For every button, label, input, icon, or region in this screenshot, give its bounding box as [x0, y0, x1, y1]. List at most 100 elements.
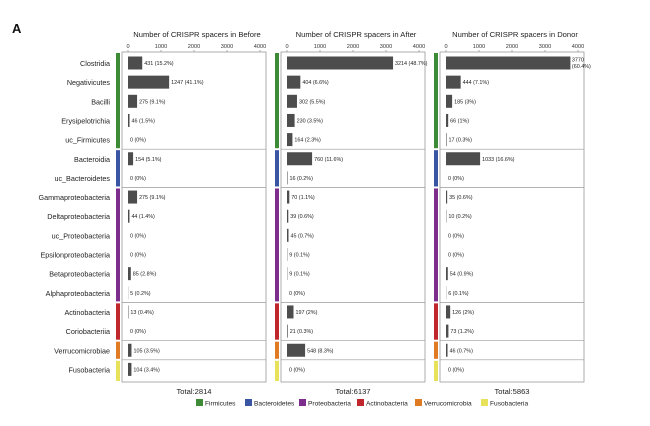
data-label: 16 (0.2%) — [290, 176, 314, 182]
phylum-strip — [116, 188, 120, 302]
panel-title: Number of CRISPR spacers in After — [296, 30, 417, 39]
panel-title: Number of CRISPR spacers in Donor — [452, 30, 578, 39]
data-label: 35 (0.6%) — [449, 195, 473, 201]
bar — [287, 94, 297, 108]
category-label: uc_Proteobacteria — [52, 231, 110, 240]
category-label: Betaproteobacteria — [49, 270, 110, 279]
data-label: 302 (5.5%) — [299, 99, 326, 105]
data-label: 126 (2%) — [452, 310, 474, 316]
x-tick-label: 1000 — [155, 44, 167, 50]
data-label: 104 (3.4%) — [133, 367, 160, 373]
phylum-strip — [434, 303, 438, 340]
data-label: 73 (1.2%) — [450, 329, 474, 335]
data-label: 85 (2.8%) — [133, 272, 157, 278]
x-tick-label: 1000 — [314, 44, 326, 50]
category-label: Deltaproteobacteria — [47, 212, 110, 221]
panel-total: Total:5863 — [494, 387, 529, 396]
data-label: 164 (2.3%) — [294, 138, 321, 144]
data-label: 0 (0%) — [130, 138, 146, 144]
bar — [128, 75, 170, 89]
data-label: 45 (0.7%) — [290, 233, 314, 239]
bar — [446, 75, 461, 89]
phylum-strip — [434, 150, 438, 187]
data-label: 66 (1%) — [450, 118, 469, 124]
legend-label: Actinobacteria — [366, 401, 408, 408]
data-label: 6 (0.1%) — [448, 291, 469, 297]
x-tick-label: 3000 — [221, 44, 233, 50]
category-label: Verrucomicrobiae — [54, 346, 110, 355]
phylum-strip — [275, 150, 279, 187]
data-label: 444 (7.1%) — [463, 80, 490, 86]
x-tick-label: 3000 — [539, 44, 551, 50]
data-label: 0 (0%) — [289, 367, 305, 373]
data-label: 0 (0%) — [448, 233, 464, 239]
data-label: 0 (0%) — [448, 176, 464, 182]
bar — [287, 171, 288, 185]
data-label: 46 (1.5%) — [132, 118, 156, 124]
x-tick-label: 0 — [126, 44, 129, 50]
phylum-strip — [116, 303, 120, 340]
data-label: 21 (0.3%) — [290, 329, 314, 335]
data-label: 197 (2%) — [296, 310, 318, 316]
x-tick-label: 1000 — [473, 44, 485, 50]
data-label: 1247 (41.1%) — [171, 80, 204, 86]
category-label: uc_Firmicutes — [65, 136, 110, 145]
data-label: 548 (8.3%) — [307, 348, 334, 354]
legend-swatch — [481, 399, 488, 406]
bar — [128, 113, 130, 127]
panel-letter: A — [12, 21, 22, 36]
panel-frame — [121, 51, 267, 383]
legend-swatch — [415, 399, 422, 406]
x-tick-label: 3000 — [380, 44, 392, 50]
data-label: 1033 (16.6%) — [482, 157, 515, 163]
data-label: 44 (1.4%) — [131, 214, 155, 220]
bar — [128, 152, 134, 166]
x-tick-label: 4000 — [413, 44, 425, 50]
x-tick-label: 4000 — [254, 44, 266, 50]
data-label: 54 (0.9%) — [450, 272, 474, 278]
category-label: Negativicutes — [67, 78, 111, 87]
data-label: (60.4%) — [572, 64, 591, 70]
phylum-strip — [275, 303, 279, 340]
category-label: Bacilli — [91, 97, 110, 106]
data-label: 17 (0.3%) — [449, 138, 473, 144]
data-label: 0 (0%) — [448, 367, 464, 373]
phylum-strip — [275, 360, 279, 381]
category-label: Gammaproteobacteria — [38, 193, 110, 202]
data-label: 0 (0%) — [130, 176, 146, 182]
legend-label: Proteobacteria — [308, 401, 351, 408]
bar — [287, 152, 313, 166]
x-tick-label: 0 — [285, 44, 288, 50]
bar — [446, 152, 481, 166]
bar — [287, 75, 301, 89]
data-label: 9 (0.1%) — [289, 253, 310, 259]
bar — [446, 305, 451, 319]
bar — [287, 190, 290, 204]
phylum-strip — [116, 360, 120, 381]
category-label: Coriobacteriia — [66, 327, 110, 336]
phylum-strip — [275, 188, 279, 302]
phylum-strip — [434, 341, 438, 359]
data-label: 230 (3.5%) — [297, 118, 324, 124]
legend-swatch — [245, 399, 252, 406]
legend-swatch — [299, 399, 306, 406]
legend-swatch — [357, 399, 364, 406]
category-label: Alphaproteobacteria — [46, 289, 110, 298]
category-label: Fusobacteria — [68, 365, 110, 374]
bar — [446, 324, 449, 338]
legend-label: Fusobacteria — [490, 401, 528, 408]
bar — [446, 190, 448, 204]
data-label: 10 (0.2%) — [448, 214, 472, 220]
bar — [287, 343, 306, 357]
legend-label: Bacteroidetes — [254, 401, 295, 408]
data-label: 760 (11.6%) — [314, 157, 343, 163]
data-label: 0 (0%) — [289, 291, 305, 297]
x-tick-label: 2000 — [347, 44, 359, 50]
bar — [287, 324, 288, 338]
bar — [128, 56, 143, 70]
bar — [446, 94, 453, 108]
panel-title: Number of CRISPR spacers in Before — [133, 30, 260, 39]
bar — [128, 343, 132, 357]
